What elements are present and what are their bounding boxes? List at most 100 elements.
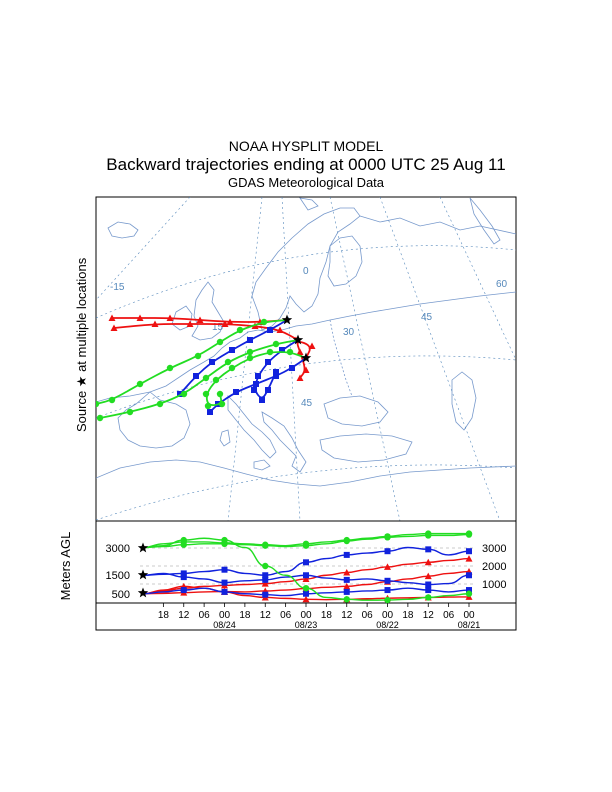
series-point [343, 582, 351, 590]
trajectory-point [247, 337, 253, 343]
trajectory-line [179, 319, 288, 395]
trajectory-point [229, 347, 235, 353]
series-point [343, 551, 350, 558]
series-point [221, 588, 228, 595]
series-point [343, 537, 350, 545]
date-label: 08/23 [295, 620, 318, 630]
series-point [262, 591, 269, 598]
series-point [302, 585, 310, 592]
trajectory-point [221, 320, 229, 327]
trajectory-point [136, 314, 144, 321]
series-blue-500 [142, 572, 472, 588]
date-label: 08/22 [376, 620, 399, 630]
hour-label: 18 [239, 610, 251, 621]
trajectory-point [272, 340, 280, 348]
series-point [343, 596, 350, 603]
trajectory-point [236, 326, 244, 334]
series-point [384, 577, 391, 584]
hour-label: 12 [341, 610, 353, 621]
source-axis-label: Source ★ at multiple locations [74, 257, 89, 432]
trajectory-point [108, 314, 116, 321]
trajectory-point [251, 387, 257, 393]
series-point [343, 568, 351, 576]
series-point [425, 587, 432, 594]
hour-label: 06 [199, 610, 211, 621]
date-label: 08/21 [458, 620, 481, 630]
series-point [466, 548, 472, 555]
trajectory-point [96, 414, 104, 422]
coastline-sicily [253, 459, 271, 471]
series-blue-1500 [142, 546, 472, 579]
trajectory-point [246, 354, 254, 362]
coastline-novaya-zemlya [469, 197, 501, 245]
series-point [465, 531, 473, 538]
trajectory-point [216, 338, 224, 346]
series-point [262, 542, 269, 549]
series-point [425, 532, 432, 539]
trajectory-point [177, 391, 183, 397]
grid-label: 45 [421, 312, 433, 323]
trajectory-point [207, 409, 213, 415]
trajectory-point [166, 364, 174, 372]
series-point [465, 555, 473, 562]
trajectory-point [246, 348, 254, 356]
trajectory-point [302, 366, 310, 373]
series-point [302, 542, 310, 549]
trajectory-point [273, 373, 279, 379]
map-trajectory-green [202, 348, 307, 410]
coastline-continent [96, 291, 516, 403]
map-panel: -15 15 0 30 45 60 45 Source ★ at multipl… [74, 196, 517, 522]
hour-label: 18 [321, 610, 333, 621]
start-height-star [137, 542, 149, 553]
trajectory-point [136, 380, 144, 388]
trajectory-point [228, 364, 236, 372]
hour-label: 00 [219, 610, 231, 621]
hour-label: 18 [158, 610, 170, 621]
trajectory-point [126, 408, 134, 416]
trajectory-point [209, 359, 215, 365]
coastline-balkans [261, 411, 307, 473]
trajectory-point [156, 400, 164, 408]
series-red-1500 [142, 555, 473, 595]
trajectory-point [212, 376, 220, 384]
trajectory-point [276, 326, 284, 333]
series-point [180, 570, 187, 577]
coastline-black-sea [323, 395, 389, 427]
chart-title: Backward trajectories ending at 0000 UTC… [106, 155, 506, 174]
right-tick-1000: 1000 [482, 579, 506, 591]
trajectory-point [296, 348, 304, 355]
map-trajectory-blue [177, 319, 288, 397]
series-point [302, 575, 310, 582]
hour-label: 12 [178, 610, 190, 621]
grid-label: 60 [496, 279, 508, 290]
model-title: NOAA HYSPLIT MODEL [228, 138, 384, 154]
coastline-svalbard [299, 197, 319, 211]
trajectory-line [113, 323, 299, 341]
hour-label: 00 [382, 610, 394, 621]
left-tick-1500: 1500 [106, 570, 130, 582]
coastline-caspian [451, 371, 477, 431]
trajectory-point [260, 318, 268, 326]
trajectory-line [209, 357, 307, 413]
meridian-15 [281, 197, 301, 521]
trajectory-point [233, 389, 239, 395]
series-point [303, 572, 309, 579]
trajectory-point [273, 369, 279, 375]
series-point [221, 540, 228, 547]
hour-label: 06 [362, 610, 374, 621]
trajectory-point [202, 390, 210, 398]
series-point [221, 566, 228, 573]
border-arctic [359, 215, 516, 235]
left-tick-500: 500 [112, 589, 130, 601]
right-tick-2000: 2000 [482, 561, 506, 573]
trajectory-point [180, 390, 188, 398]
coastline-sardinia [219, 429, 231, 447]
series-point [466, 572, 472, 579]
trajectory-point [267, 327, 273, 333]
trajectory-point [289, 365, 295, 371]
trajectory-point [253, 381, 259, 387]
trajectory-point [286, 348, 294, 356]
lat-lon-grid [96, 197, 516, 521]
coastline-scandinavia [251, 207, 361, 331]
